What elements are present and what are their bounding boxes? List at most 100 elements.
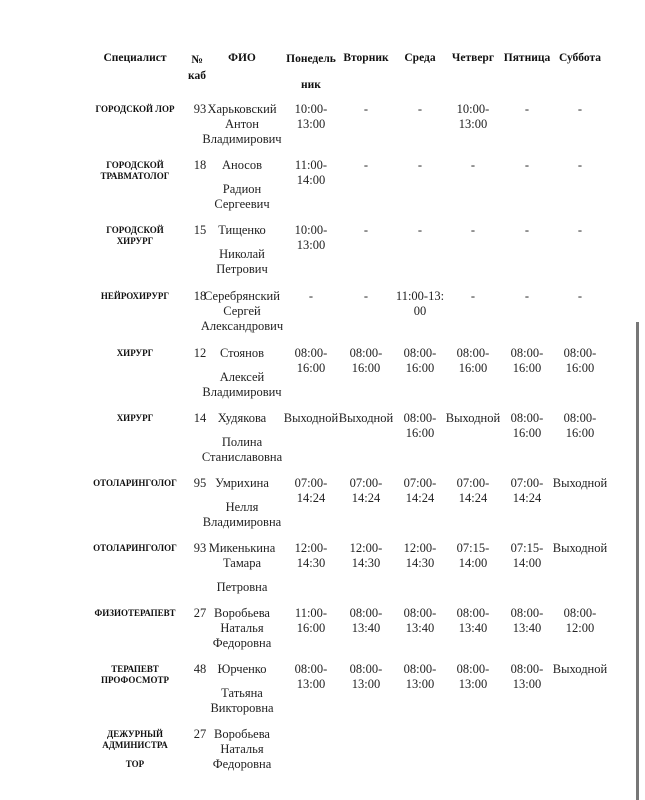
specialist-cell: НЕЙРОХИРУРГ <box>80 291 190 302</box>
schedule-saturday: 08:00- 12:00 <box>549 606 611 636</box>
schedule-monday: - <box>280 289 342 304</box>
room-cell: 93 <box>193 102 207 116</box>
doctor-name-line: Умрихина <box>215 476 269 490</box>
specialist-label: ОТОЛАРИНГОЛОГ <box>93 543 177 553</box>
schedule-line: 10:00- <box>294 102 328 116</box>
schedule-line: 12:00- <box>403 541 437 555</box>
specialist-label: ПРОФОСМОТР <box>100 675 169 685</box>
schedule-line: 14:24 <box>458 491 488 505</box>
doctor-name-line: Воробьева <box>214 606 270 620</box>
schedule-line: 14:00 <box>458 556 488 570</box>
schedule-wednesday: 11:00-13: 00 <box>389 289 451 319</box>
schedule-line: 08:00- <box>456 662 490 676</box>
doctor-name-cell: Воробьева Наталья Федоровна <box>197 606 287 651</box>
schedule-thursday: 07:00- 14:24 <box>442 476 504 506</box>
schedule-line: 08:00- <box>510 606 544 620</box>
schedule-line: Выходной <box>338 411 394 425</box>
schedule-line: 12:00- <box>294 541 328 555</box>
schedule-wednesday: 12:00- 14:30 <box>389 541 451 571</box>
header-line: Понедель <box>286 53 336 65</box>
schedule-friday: 07:15- 14:00 <box>496 541 558 571</box>
schedule-monday: 10:00- 13:00 <box>280 223 342 253</box>
schedule-saturday: Выходной <box>549 541 611 556</box>
doctor-name-line: Станиславовна <box>201 450 283 464</box>
schedule-wednesday: 08:00- 13:40 <box>389 606 451 636</box>
schedule-line: 14:24 <box>296 491 326 505</box>
schedule-line: 16:00 <box>296 361 326 375</box>
schedule-monday: 11:00- 16:00 <box>280 606 342 636</box>
schedule-tuesday: 08:00- 16:00 <box>335 346 397 376</box>
doctor-name-line: Петровна <box>216 580 268 594</box>
doctor-name-line: Николай <box>219 247 265 261</box>
schedule-line: 08:00- <box>456 346 490 360</box>
schedule-line: 08:00- <box>294 346 328 360</box>
schedule-line: 08:00- <box>403 662 437 676</box>
schedule-line: 08:00- <box>510 346 544 360</box>
specialist-label: ГОРОДСКОЙ ЛОР <box>95 104 175 114</box>
scrollbar[interactable] <box>636 322 639 800</box>
schedule-line: 16:00 <box>296 621 326 635</box>
schedule-line: 13:00 <box>458 117 488 131</box>
schedule-line: 11:00-13: <box>395 289 445 303</box>
schedule-tuesday: 12:00- 14:30 <box>335 541 397 571</box>
doctor-name-line: Стоянов <box>219 346 265 360</box>
schedule-line: - <box>524 102 530 116</box>
room-cell: 18 <box>193 158 207 172</box>
schedule-line: 12:00 <box>565 621 595 635</box>
schedule-line: 16:00 <box>405 426 435 440</box>
schedule-wednesday: 08:00- 13:00 <box>389 662 451 692</box>
schedule-thursday: 08:00- 13:00 <box>442 662 504 692</box>
schedule-friday: - <box>496 223 558 238</box>
schedule-saturday: 08:00- 16:00 <box>549 411 611 441</box>
doctor-name-line: Владимирович <box>202 132 282 146</box>
doctor-name-line: Викторовна <box>210 701 274 715</box>
header-line: ник <box>301 79 321 91</box>
room-cell: 18 <box>193 289 207 303</box>
schedule-line: 07:00- <box>456 476 490 490</box>
schedule-wednesday: 08:00- 16:00 <box>389 411 451 441</box>
schedule-friday: - <box>496 102 558 117</box>
schedule-line: 08:00- <box>563 411 597 425</box>
schedule-monday: 08:00- 13:00 <box>280 662 342 692</box>
schedule-thursday: - <box>442 289 504 304</box>
schedule-friday: 08:00- 16:00 <box>496 411 558 441</box>
schedule-wednesday: - <box>389 102 451 117</box>
schedule-line: 10:00- <box>456 102 490 116</box>
schedule-saturday: - <box>549 158 611 173</box>
schedule-tuesday: - <box>335 158 397 173</box>
schedule-thursday: Выходной <box>442 411 504 426</box>
schedule-line: - <box>524 158 530 172</box>
room-cell: 93 <box>193 541 207 555</box>
schedule-monday: 12:00- 14:30 <box>280 541 342 571</box>
specialist-cell: ОТОЛАРИНГОЛОГ <box>80 543 190 554</box>
schedule-line: 08:00- <box>403 346 437 360</box>
doctor-name-line: Алексей <box>219 370 265 384</box>
schedule-monday: 11:00- 14:00 <box>280 158 342 188</box>
schedule-tuesday: 08:00- 13:00 <box>335 662 397 692</box>
header-friday: Пятница <box>503 52 551 64</box>
header-monday: Понедель ник <box>281 52 341 92</box>
schedule-wednesday: 07:00- 14:24 <box>389 476 451 506</box>
schedule-line: 07:00- <box>349 476 383 490</box>
schedule-line: 13:00 <box>351 677 381 691</box>
specialist-label: НЕЙРОХИРУРГ <box>100 291 170 301</box>
schedule-line: Выходной <box>552 541 608 555</box>
schedule-line: - <box>363 158 369 172</box>
schedule-line: 00 <box>413 304 427 318</box>
schedule-line: 13:00 <box>296 117 326 131</box>
schedule-thursday: - <box>442 158 504 173</box>
specialist-label: ГОРОДСКОЙ <box>106 160 164 170</box>
schedule-line: 08:00- <box>563 346 597 360</box>
header-saturday: Суббота <box>558 52 602 64</box>
schedule-line: 13:40 <box>405 621 435 635</box>
schedule-line: 08:00- <box>456 606 490 620</box>
schedule-line: - <box>524 223 530 237</box>
header-tuesday: Вторник <box>343 52 389 64</box>
schedule-saturday: - <box>549 289 611 304</box>
schedule-friday: - <box>496 289 558 304</box>
room-cell: 27 <box>193 606 207 620</box>
doctor-name-cell: Стоянов Алексей Владимирович <box>197 346 287 400</box>
schedule-tuesday: - <box>335 223 397 238</box>
schedule-line: - <box>417 102 423 116</box>
schedule-line: 11:00- <box>294 158 328 172</box>
